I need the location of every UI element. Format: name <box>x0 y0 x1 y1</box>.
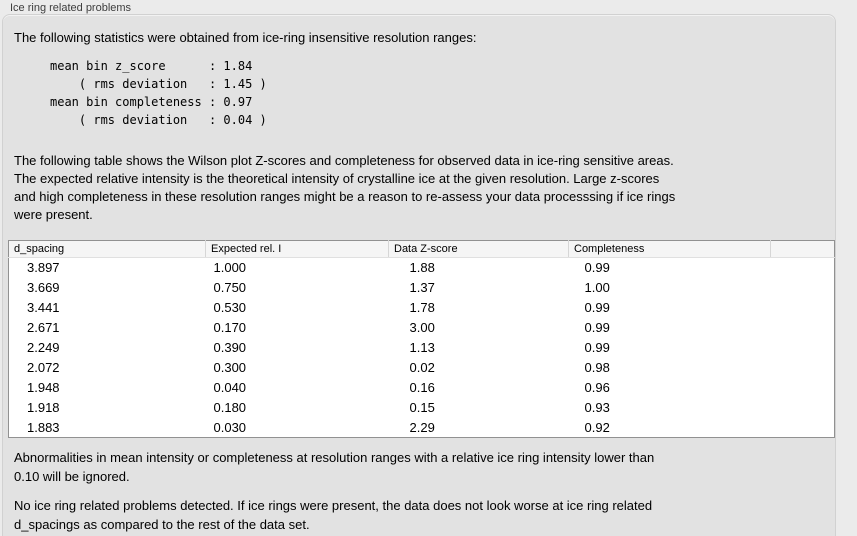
table-cell: 0.170 <box>213 320 247 335</box>
table-cell: 2.249 <box>27 340 60 355</box>
table-cell: 0.96 <box>584 380 610 395</box>
table-row[interactable]: 3.669 0.750 1.37 1.00 <box>9 278 835 298</box>
column-header-d-spacing: d_spacing <box>8 240 206 258</box>
table-cell: 1.88 <box>409 260 435 276</box>
column-header-expected-rel-i: Expected rel. I <box>205 240 389 258</box>
table-cell: 0.92 <box>584 419 610 435</box>
table-cell: 0.98 <box>584 360 610 375</box>
table-cell: 0.030 <box>213 419 247 435</box>
table-row[interactable]: 1.918 0.180 0.15 0.93 <box>9 398 835 418</box>
table-cell: 1.883 <box>27 419 60 435</box>
table-row[interactable]: 1.883 0.030 2.29 0.92 <box>9 418 835 438</box>
stats-block: mean bin z_score : 1.84 ( rms deviation … <box>50 59 267 127</box>
ice-ring-table: d_spacing Expected rel. I Data Z-score Comp… <box>8 240 835 438</box>
table-cell-filler <box>771 258 835 278</box>
table-cell-filler <box>771 318 835 338</box>
table-cell: 0.99 <box>584 260 610 276</box>
table-cell: 0.300 <box>213 360 247 375</box>
table-cell-filler <box>771 398 835 418</box>
table-cell-filler <box>771 338 835 358</box>
table-cell: 0.750 <box>213 280 247 295</box>
table-row[interactable]: 3.441 0.530 1.78 0.99 <box>9 298 835 318</box>
table-row[interactable]: 3.897 1.000 1.88 0.99 <box>9 258 835 278</box>
table-cell-filler <box>771 358 835 378</box>
table-description: The following table shows the Wilson plo… <box>14 153 676 222</box>
table-cell: 0.180 <box>213 400 247 415</box>
table-cell: 1.000 <box>213 260 247 276</box>
panel-title: Ice ring related problems <box>10 2 132 14</box>
table-cell: 0.15 <box>409 400 435 415</box>
table-cell: 3.00 <box>409 320 435 335</box>
table-row[interactable]: 2.072 0.300 0.02 0.98 <box>9 358 835 378</box>
table-cell: 2.671 <box>27 320 60 335</box>
table-cell: 3.897 <box>27 260 60 276</box>
table-cell: 0.040 <box>213 380 247 395</box>
table-cell: 0.99 <box>584 340 610 355</box>
table-cell: 3.441 <box>27 300 60 315</box>
table-header-row: d_spacing Expected rel. I Data Z-score Comp… <box>8 240 835 258</box>
table-cell: 1.13 <box>409 340 435 355</box>
table-row[interactable]: 2.671 0.170 3.00 0.99 <box>9 318 835 338</box>
table-cell: 2.072 <box>27 360 60 375</box>
conclusion-text: No ice ring related problems detected. I… <box>14 498 653 532</box>
table-cell: 0.93 <box>584 400 610 415</box>
ignore-note: Abnormalities in mean intensity or compl… <box>14 450 655 484</box>
table-cell: 0.530 <box>213 300 247 315</box>
column-header-filler <box>770 240 835 258</box>
table-cell: 1.37 <box>409 280 435 295</box>
table-cell: 0.02 <box>409 360 435 375</box>
table-cell: 2.29 <box>409 419 435 435</box>
table-row[interactable]: 2.249 0.390 1.13 0.99 <box>9 338 835 358</box>
table-cell-filler <box>771 298 835 318</box>
table-cell: 3.669 <box>27 280 60 295</box>
table-cell-filler <box>771 278 835 298</box>
table-cell: 0.16 <box>409 380 435 395</box>
intro-text: The following statistics were obtained f… <box>14 30 477 45</box>
table-cell: 1.00 <box>584 280 610 295</box>
column-header-data-z-score: Data Z-score <box>388 240 569 258</box>
table-cell: 0.99 <box>584 300 610 315</box>
table-cell: 0.390 <box>213 340 247 355</box>
table-cell: 1.78 <box>409 300 435 315</box>
table-cell-filler <box>771 418 835 438</box>
column-header-completeness: Completeness <box>568 240 771 258</box>
table-cell: 0.99 <box>584 320 610 335</box>
table-row[interactable]: 1.948 0.040 0.16 0.96 <box>9 378 835 398</box>
table-cell-filler <box>771 378 835 398</box>
table-cell: 1.918 <box>27 400 60 415</box>
table-body: 3.897 1.000 1.88 0.99 3.669 0.750 1.37 1.00 3.44… <box>9 258 835 438</box>
table-cell: 1.948 <box>27 380 60 395</box>
